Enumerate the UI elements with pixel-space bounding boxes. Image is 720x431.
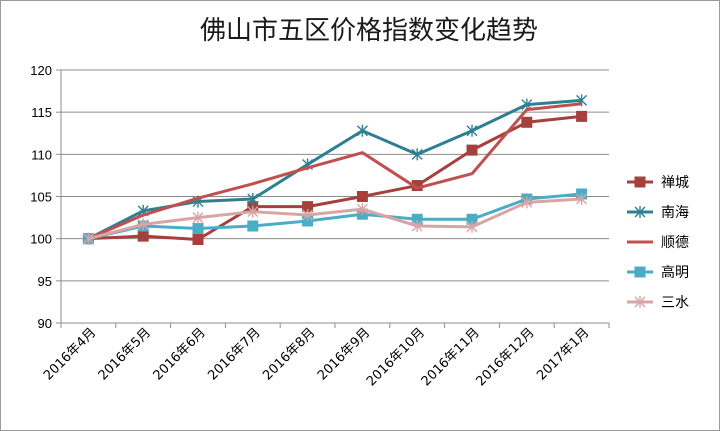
x-tick-label: 2016年9月	[315, 325, 373, 383]
data-point-square	[521, 116, 533, 128]
data-point-square	[411, 213, 423, 225]
x-tick-label: 2016年7月	[205, 325, 263, 383]
data-point-star	[356, 124, 368, 137]
data-point-star	[411, 148, 423, 161]
legend-label: 高明	[661, 264, 689, 281]
y-tick-label: 115	[31, 105, 52, 120]
data-point-star	[82, 232, 94, 245]
x-tick-label: 2016年4月	[41, 325, 99, 383]
data-point-star	[356, 203, 368, 216]
data-point-star	[521, 196, 533, 209]
data-point-star	[411, 220, 423, 233]
series-line	[88, 114, 582, 242]
series-line	[87, 102, 582, 241]
series-5	[82, 193, 588, 245]
x-axis-ticks: 2016年4月2016年5月2016年6月2016年7月2016年8月2016年…	[41, 325, 592, 389]
gridlines	[56, 69, 609, 324]
data-point-square	[634, 266, 646, 278]
y-tick-label: 120	[30, 63, 52, 78]
data-point-star	[247, 193, 259, 206]
data-point-star	[634, 296, 646, 308]
legend-item: 高明	[627, 264, 689, 281]
legend-label: 顺德	[661, 235, 689, 251]
legend-label: 南海	[661, 205, 689, 221]
y-tick-label: 100	[30, 232, 52, 247]
data-point-square	[576, 110, 588, 122]
legend-label: 禅城	[661, 175, 689, 191]
legend-label: 三水	[661, 295, 689, 311]
data-point-star	[137, 218, 149, 231]
chart-title: 佛山市五区价格指数变化趋势	[200, 16, 538, 46]
data-point-square	[192, 234, 204, 246]
series-lines	[82, 94, 588, 246]
x-tick-label: 2016年6月	[151, 325, 209, 383]
data-point-square	[247, 220, 259, 232]
series-3	[87, 102, 582, 241]
y-tick-label: 90	[38, 316, 52, 331]
data-point-square	[356, 191, 368, 202]
x-tick-label: 2016年8月	[260, 325, 318, 383]
series-line	[88, 192, 582, 241]
data-point-star	[576, 193, 588, 206]
data-point-square	[411, 180, 423, 192]
x-tick-label: 2017年1月	[534, 325, 592, 383]
legend-item: 南海	[627, 205, 689, 221]
axes	[60, 70, 610, 328]
y-tick-label: 95	[38, 274, 52, 289]
data-point-square	[137, 230, 149, 242]
series-1	[82, 110, 588, 246]
legend-item: 顺德	[627, 235, 689, 251]
legend-item: 禅城	[627, 175, 689, 191]
data-point-square	[302, 201, 314, 213]
data-point-star	[466, 124, 478, 137]
series-line	[88, 197, 582, 241]
y-axis-ticks: 90 95 100 105 110 115 120	[30, 63, 52, 331]
data-point-star	[192, 211, 204, 224]
legend-item: 三水	[627, 295, 689, 311]
data-point-star	[302, 209, 314, 222]
x-tick-label: 2016年12月	[474, 325, 538, 389]
data-point-square	[634, 176, 646, 188]
y-tick-label: 105	[30, 190, 52, 205]
y-tick-label: 110	[31, 147, 52, 162]
data-point-star	[466, 220, 478, 233]
x-tick-label: 2016年5月	[96, 325, 154, 383]
data-point-star	[634, 206, 646, 218]
data-point-star	[247, 205, 259, 218]
data-point-square	[192, 223, 204, 235]
data-point-square	[466, 213, 478, 225]
data-point-square	[466, 144, 478, 156]
